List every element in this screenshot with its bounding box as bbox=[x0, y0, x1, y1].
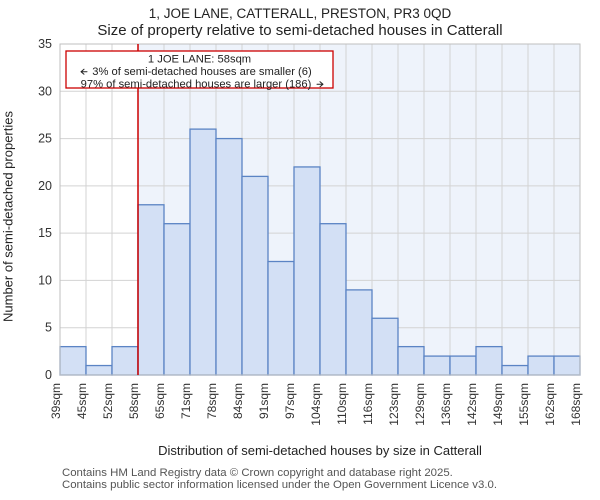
svg-text:162sqm: 162sqm bbox=[543, 383, 557, 426]
svg-text:10: 10 bbox=[38, 273, 52, 287]
svg-text:142sqm: 142sqm bbox=[465, 383, 479, 426]
svg-text:52sqm: 52sqm bbox=[101, 383, 115, 419]
svg-text:45sqm: 45sqm bbox=[75, 383, 89, 419]
svg-text:104sqm: 104sqm bbox=[309, 383, 323, 426]
svg-text:168sqm: 168sqm bbox=[569, 383, 583, 426]
svg-text:78sqm: 78sqm bbox=[205, 383, 219, 419]
svg-text:58sqm: 58sqm bbox=[127, 383, 141, 419]
svg-text:129sqm: 129sqm bbox=[413, 383, 427, 426]
svg-text:20: 20 bbox=[38, 179, 52, 193]
svg-text:136sqm: 136sqm bbox=[439, 383, 453, 426]
svg-text:116sqm: 116sqm bbox=[361, 383, 375, 425]
svg-text:30: 30 bbox=[38, 84, 52, 98]
svg-text:3% of semi-detached houses are: 3% of semi-detached houses are smaller (… bbox=[92, 66, 312, 78]
svg-text:0: 0 bbox=[45, 368, 52, 382]
svg-text:97% of semi-detached houses ar: 97% of semi-detached houses are larger (… bbox=[81, 79, 312, 91]
svg-text:5: 5 bbox=[45, 321, 52, 335]
svg-text:149sqm: 149sqm bbox=[491, 383, 505, 426]
svg-text:97sqm: 97sqm bbox=[283, 383, 297, 419]
svg-text:84sqm: 84sqm bbox=[231, 383, 245, 419]
svg-text:65sqm: 65sqm bbox=[153, 383, 167, 419]
svg-text:1 JOE LANE: 58sqm: 1 JOE LANE: 58sqm bbox=[148, 54, 251, 66]
svg-text:35: 35 bbox=[38, 37, 52, 51]
svg-text:71sqm: 71sqm bbox=[179, 383, 193, 419]
svg-text:110sqm: 110sqm bbox=[335, 383, 349, 425]
svg-text:25: 25 bbox=[38, 132, 52, 146]
svg-text:39sqm: 39sqm bbox=[49, 383, 63, 419]
svg-text:91sqm: 91sqm bbox=[257, 383, 271, 419]
svg-text:155sqm: 155sqm bbox=[517, 383, 531, 426]
svg-text:123sqm: 123sqm bbox=[387, 383, 401, 426]
svg-text:15: 15 bbox=[38, 226, 52, 240]
